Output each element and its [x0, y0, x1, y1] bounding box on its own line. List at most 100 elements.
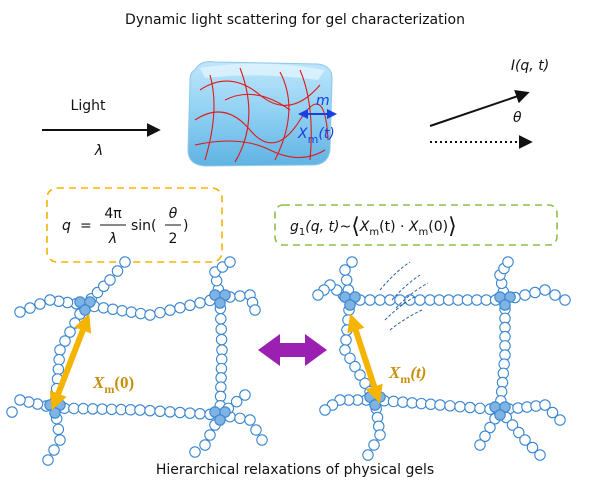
wavelength: λ: [94, 143, 103, 159]
x2: X: [408, 219, 419, 235]
arg: (0): [114, 373, 134, 392]
title: Dynamic light scattering for gel charact…: [125, 12, 465, 28]
sub: m: [419, 227, 429, 238]
bead: [465, 402, 475, 412]
junction: [500, 300, 510, 310]
bead: [347, 257, 357, 267]
bead: [155, 406, 165, 416]
bead: [365, 295, 375, 305]
bead: [15, 307, 25, 317]
open: ⟨: [351, 214, 360, 239]
bead: [216, 324, 226, 334]
bead: [535, 450, 545, 460]
bead: [235, 413, 245, 423]
bead: [455, 401, 465, 411]
sin: sin(: [131, 218, 157, 234]
bead: [190, 447, 200, 457]
bead: [257, 435, 267, 445]
bead: [165, 305, 175, 315]
bead: [175, 303, 185, 313]
bead: [45, 295, 55, 305]
bead: [53, 424, 63, 434]
junction: [495, 410, 505, 420]
angle-label: θ: [513, 110, 522, 126]
bead: [216, 314, 226, 324]
close: ⟩: [448, 214, 457, 239]
bead: [475, 440, 485, 450]
bead: [385, 295, 395, 305]
bead: [225, 257, 235, 267]
bead: [35, 299, 45, 309]
q: q: [62, 218, 71, 234]
junction: [215, 298, 225, 308]
subscript: m: [308, 133, 319, 146]
bead: [78, 403, 88, 413]
light-label: Light: [71, 98, 106, 114]
junction: [50, 408, 60, 418]
bead: [155, 307, 165, 317]
bead: [88, 404, 98, 414]
bead: [475, 403, 485, 413]
bead: [112, 266, 122, 276]
bead: [105, 275, 115, 285]
bead: [200, 440, 210, 450]
bead: [503, 257, 513, 267]
bead: [136, 308, 146, 318]
symbol: X: [388, 363, 401, 382]
theta: θ: [169, 206, 178, 222]
bead: [342, 325, 352, 335]
bead: [435, 400, 445, 410]
sub: m: [400, 372, 410, 386]
bead: [250, 305, 260, 315]
bead: [369, 440, 379, 450]
intensity-label: I(q, t): [511, 58, 549, 74]
bead: [120, 257, 130, 267]
bead: [43, 455, 53, 465]
bead: [145, 310, 155, 320]
bead: [555, 415, 565, 425]
bead: [363, 450, 373, 460]
arg: (t) ·: [379, 219, 409, 235]
bead: [530, 287, 540, 297]
right-label: Xm(t): [388, 363, 426, 386]
junction: [370, 400, 380, 410]
bead: [240, 390, 250, 400]
symbol: X: [297, 126, 308, 142]
junction: [80, 305, 90, 315]
close-paren: ): [183, 218, 188, 234]
q-formula: q = 4π λ sin( θ 2 ): [62, 206, 188, 247]
bead: [117, 306, 127, 316]
gel-block: [188, 62, 335, 166]
bead: [375, 295, 385, 305]
symbol: X: [92, 373, 105, 392]
bead: [49, 445, 59, 455]
page: {"title":"Dynamic light scattering for g…: [0, 0, 591, 489]
bead: [550, 290, 560, 300]
equals: =: [80, 218, 92, 234]
g-formula: g1(q, t)~⟨Xm(t) · Xm(0)⟩: [290, 214, 457, 239]
bead: [108, 304, 118, 314]
bead: [98, 303, 108, 313]
bead: [195, 298, 205, 308]
bead: [251, 425, 261, 435]
denominator: λ: [108, 231, 117, 247]
bead: [97, 404, 107, 414]
bead: [320, 405, 330, 415]
footer: Hierarchical relaxations of physical gel…: [156, 462, 434, 478]
bead: [560, 295, 570, 305]
bead: [341, 275, 351, 285]
sub: m: [369, 227, 379, 238]
argument: (t): [318, 126, 334, 142]
arg: (0): [428, 219, 448, 235]
bead: [185, 300, 195, 310]
bead: [126, 307, 136, 317]
bead: [195, 409, 205, 419]
x1: X: [359, 219, 370, 235]
bead: [175, 407, 185, 417]
bead: [106, 404, 116, 414]
bead: [375, 430, 385, 440]
args: (q, t)~: [305, 219, 351, 235]
bead: [54, 354, 64, 364]
bead: [69, 403, 79, 413]
bead: [15, 395, 25, 405]
